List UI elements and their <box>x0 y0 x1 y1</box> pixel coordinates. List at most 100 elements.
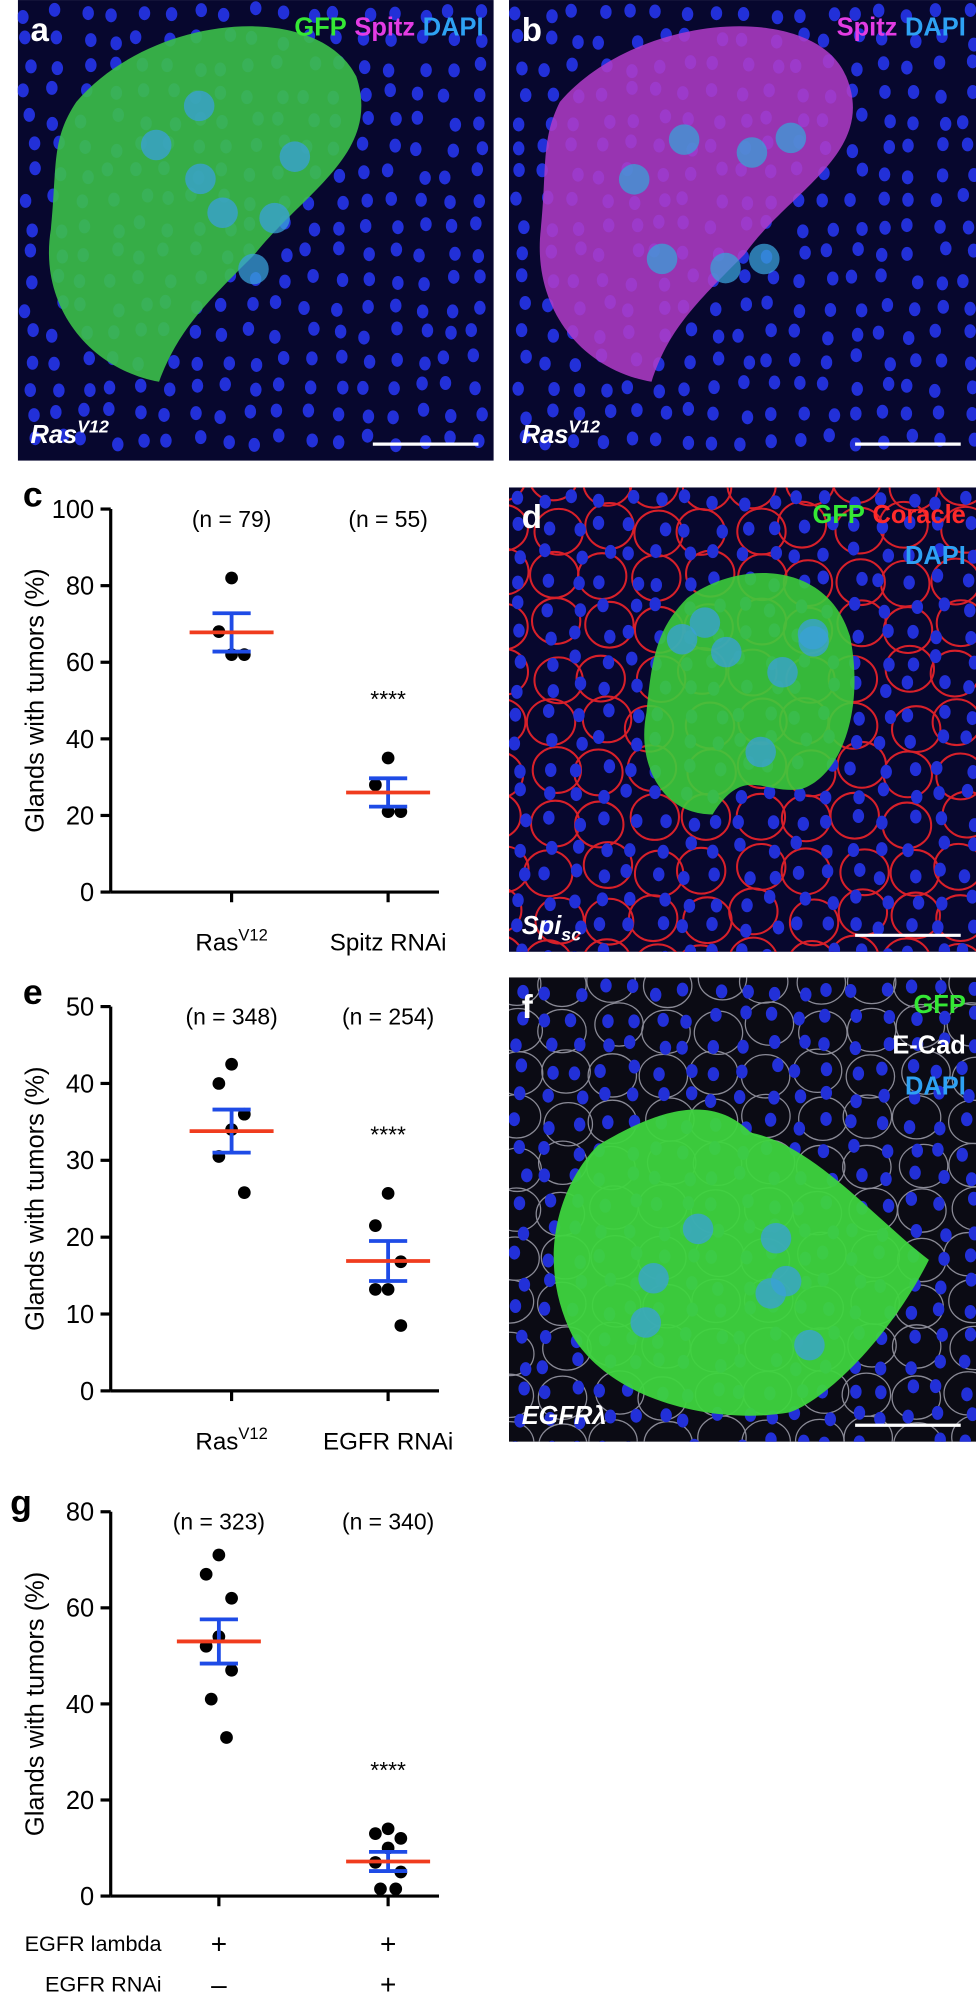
nucleus <box>544 1273 556 1288</box>
nucleus <box>740 297 753 312</box>
tumor-nucleus <box>638 1263 669 1294</box>
nucleus <box>273 428 285 443</box>
nucleus <box>575 920 587 935</box>
nucleus <box>938 943 951 952</box>
nucleus <box>416 304 429 319</box>
cell-outline <box>939 942 976 952</box>
nucleus <box>538 1301 551 1316</box>
nucleus <box>515 1058 528 1073</box>
nucleus <box>706 917 718 932</box>
nucleus <box>357 380 369 395</box>
nucleus <box>28 136 41 151</box>
nucleus <box>769 495 782 510</box>
nucleus <box>968 1005 976 1020</box>
data-point <box>225 1057 238 1071</box>
cell-outline <box>508 548 530 596</box>
nucleus <box>415 192 427 207</box>
nucleus <box>649 597 661 612</box>
nucleus <box>956 1147 968 1162</box>
nucleus <box>542 703 555 718</box>
nucleus <box>874 492 887 507</box>
nucleus <box>905 1361 917 1376</box>
cell-outline <box>933 842 976 891</box>
nucleus <box>965 516 976 531</box>
y-tick-label: 40 <box>66 726 94 754</box>
nucleus <box>821 864 834 879</box>
nucleus <box>792 865 805 880</box>
nucleus <box>593 1383 605 1398</box>
nucleus <box>710 1007 722 1022</box>
nucleus <box>572 951 577 952</box>
nucleus <box>827 896 839 911</box>
nucleus <box>816 193 828 208</box>
nucleus <box>519 88 532 103</box>
cell-outline <box>851 1467 899 1510</box>
nucleus <box>358 165 370 180</box>
nucleus <box>659 892 671 907</box>
cell-outline <box>543 1101 594 1147</box>
nucleus <box>931 761 943 776</box>
nucleus <box>573 383 586 398</box>
nucleus <box>624 891 636 906</box>
nucleus <box>680 1014 692 1029</box>
nucleus <box>337 195 349 210</box>
nucleus <box>158 407 170 422</box>
cell-outline <box>508 648 530 696</box>
channel-name: DAPI <box>905 542 966 570</box>
nucleus <box>966 1407 976 1422</box>
nucleus <box>683 898 696 913</box>
nucleus <box>795 952 806 966</box>
nucleus <box>900 378 913 393</box>
nucleus <box>24 243 37 258</box>
nucleus <box>50 30 63 45</box>
nucleus <box>510 1038 522 1053</box>
nucleus <box>877 56 890 71</box>
nucleus <box>242 321 255 336</box>
nucleus <box>621 380 634 395</box>
nucleus <box>966 711 976 726</box>
nucleus <box>628 1014 640 1029</box>
nucleus <box>734 437 746 452</box>
nucleus <box>362 110 374 125</box>
nucleus <box>514 1413 526 1428</box>
nucleus <box>958 1354 971 1369</box>
nucleus <box>604 629 616 644</box>
nucleus <box>600 4 612 19</box>
condition-label: EGFR RNAi <box>45 1971 162 1996</box>
nucleus <box>546 840 558 855</box>
nucleus <box>882 895 894 910</box>
nucleus <box>576 1090 589 1105</box>
nucleus <box>964 356 976 371</box>
nucleus <box>547 684 560 699</box>
nucleus <box>876 1442 887 1456</box>
nucleus <box>876 1061 888 1076</box>
nucleus <box>799 245 811 260</box>
cell-outline <box>508 1420 535 1442</box>
nucleus <box>817 1144 830 1159</box>
nucleus <box>901 708 914 723</box>
nucleus <box>604 1409 617 1424</box>
nucleus <box>333 168 346 183</box>
nucleus <box>685 577 697 592</box>
nucleus <box>968 1039 976 1054</box>
cell-outline <box>530 597 582 645</box>
nucleus <box>513 1086 526 1101</box>
cell-outline <box>929 649 976 698</box>
nucleus <box>968 919 976 934</box>
cell-outline <box>893 1422 943 1442</box>
nucleus <box>623 1035 636 1050</box>
nucleus <box>684 355 696 370</box>
channel-legend: GFP Spitz DAPI <box>294 14 483 42</box>
nucleus <box>513 163 525 178</box>
nucleus <box>306 433 318 448</box>
nucleus <box>112 437 124 452</box>
nucleus <box>769 870 782 885</box>
nucleus <box>168 354 180 369</box>
cell-outline <box>830 934 879 952</box>
nucleus <box>678 489 691 504</box>
nucleus <box>135 405 147 420</box>
nucleus <box>510 191 522 206</box>
tumor-nucleus <box>736 137 768 168</box>
nucleus <box>929 1379 942 1394</box>
nucleus <box>852 809 865 824</box>
